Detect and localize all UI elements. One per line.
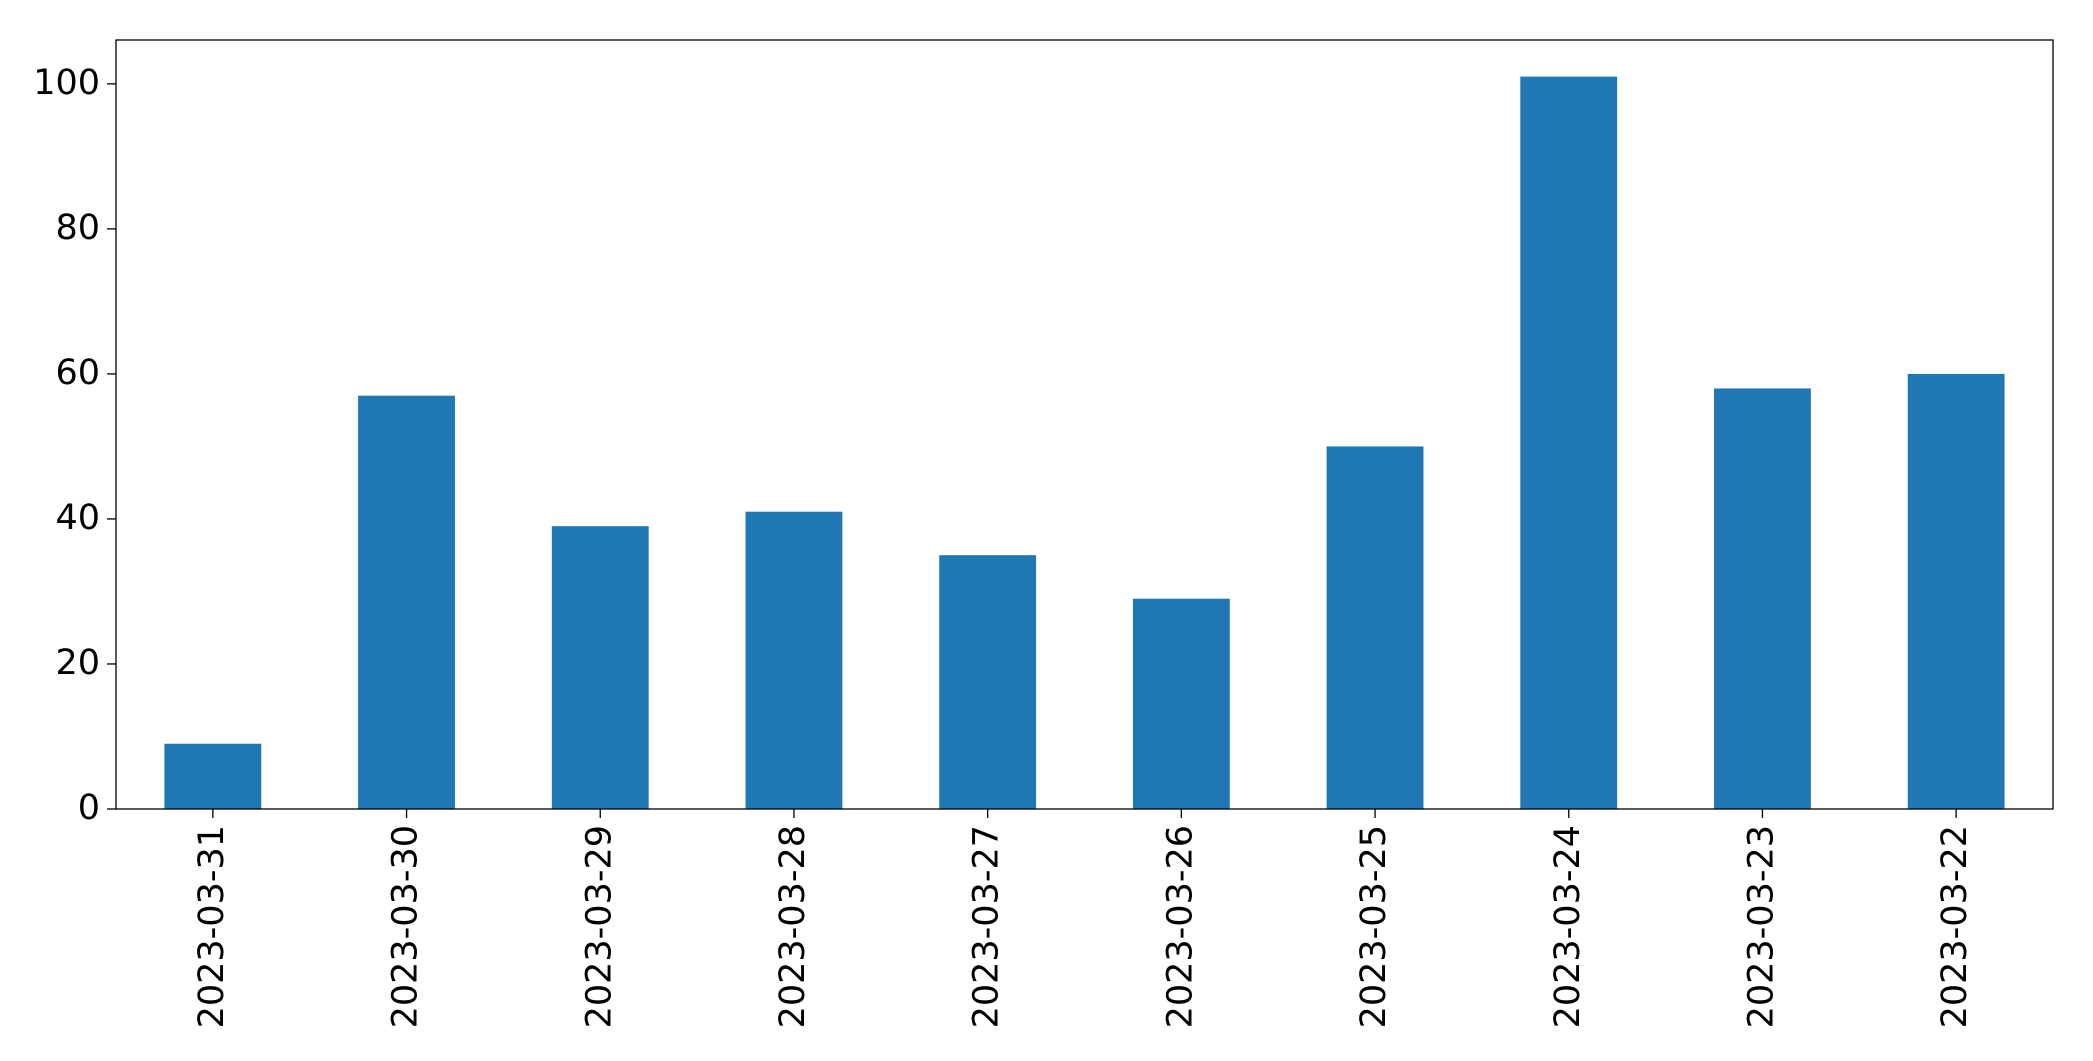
x-tick-label: 2023-03-26 (1160, 825, 1200, 1028)
x-tick-label: 2023-03-28 (773, 825, 813, 1028)
y-tick-label: 0 (78, 788, 100, 828)
bar (1520, 76, 1618, 810)
plot-frame (115, 39, 2054, 810)
x-tick-label: 2023-03-23 (1741, 825, 1781, 1028)
x-tick-label: 2023-03-25 (1354, 825, 1394, 1028)
bar (1907, 373, 2005, 809)
x-tick-label: 2023-03-22 (1935, 825, 1975, 1028)
x-tick-label: 2023-03-31 (192, 825, 232, 1028)
bar (1326, 446, 1424, 809)
bar (551, 526, 649, 809)
y-tick-label: 60 (55, 353, 100, 393)
y-tick-label: 100 (33, 63, 100, 103)
y-tick-label: 80 (55, 208, 100, 248)
bar (939, 555, 1037, 809)
bar (164, 743, 262, 809)
bar (358, 395, 455, 809)
x-tick-label: 2023-03-24 (1548, 825, 1588, 1028)
bar (1714, 388, 1811, 809)
x-tick-label: 2023-03-29 (579, 825, 619, 1028)
bar (745, 511, 843, 809)
x-tick-label: 2023-03-27 (967, 825, 1007, 1028)
y-tick-label: 20 (55, 643, 100, 683)
bar (1132, 598, 1230, 809)
y-tick-label: 40 (55, 498, 100, 538)
x-tick-label: 2023-03-30 (386, 825, 426, 1028)
